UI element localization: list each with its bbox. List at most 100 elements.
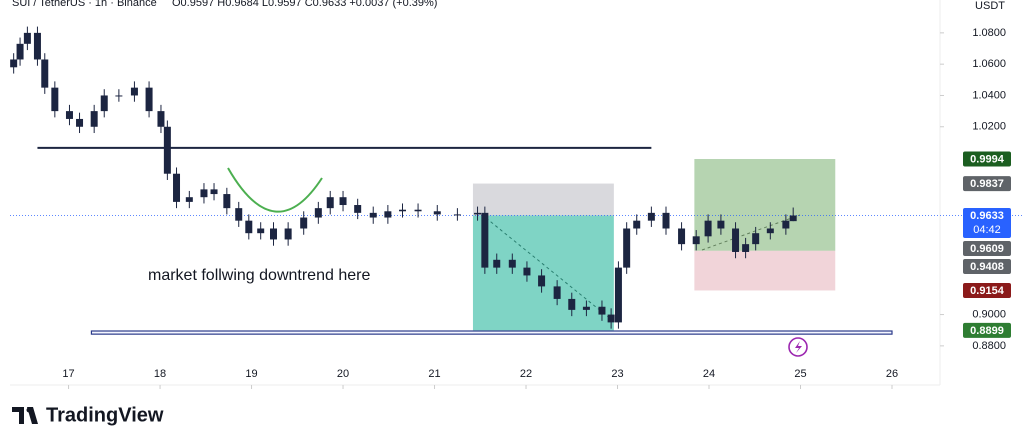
candle-body (354, 205, 362, 213)
price-tag-label: 0.8899 (970, 325, 1004, 337)
candle-body (453, 214, 461, 216)
candle-body (493, 259, 501, 268)
price-tag (963, 259, 1011, 275)
candle-body (326, 197, 334, 209)
y-tick-label: 1.0800 (972, 27, 1006, 39)
candle-body (90, 111, 98, 127)
candle-body (692, 236, 700, 245)
y-tick-label: 0.9000 (972, 308, 1006, 320)
candle-body (662, 212, 670, 229)
candle-body (607, 314, 615, 323)
y-tick-label: 1.0400 (972, 89, 1006, 101)
candle-body (766, 228, 774, 234)
candle-body (210, 189, 218, 195)
candle-body (474, 212, 482, 215)
candle-body (399, 209, 407, 212)
candle-body (433, 211, 441, 215)
candle-body (508, 259, 516, 268)
x-tick-label: 18 (154, 368, 166, 380)
candle-body (742, 244, 750, 252)
candle-body (16, 43, 24, 60)
price-tag-label: 0.9408 (970, 261, 1004, 273)
y-tick-label: 0.8800 (972, 340, 1006, 352)
ohlc: O0.9597 H0.9684 L0.9597 C0.9633 +0.0037 … (172, 0, 437, 9)
price-tag-label: 0.9994 (970, 153, 1005, 165)
candle-body (732, 228, 740, 252)
curve-drawing (227, 167, 323, 213)
candle-body (23, 32, 31, 44)
candle-body (173, 173, 181, 202)
alert-icon[interactable] (788, 337, 808, 357)
logo-mark (26, 407, 32, 413)
y-tick-label: 1.0600 (972, 58, 1006, 70)
price-tag (963, 322, 1011, 338)
price-tag (963, 176, 1011, 192)
price-tag (963, 151, 1011, 167)
candle-body (185, 197, 193, 202)
candle-body (145, 87, 153, 112)
candle-body (553, 286, 561, 299)
x-tick-label: 25 (794, 368, 806, 380)
candle-body (100, 95, 108, 112)
brand: TradingView (46, 404, 164, 426)
candle-body (130, 87, 138, 96)
risk-zone (472, 183, 614, 216)
candle-body (598, 306, 606, 315)
candle-body (314, 208, 322, 218)
candle-body (633, 220, 641, 229)
candle-body (623, 228, 631, 268)
price-tag-label: 0.9154 (970, 285, 1005, 297)
candle-body (51, 87, 59, 112)
candle-body (582, 306, 590, 310)
candle-body (245, 220, 253, 234)
symbol: SUI / TetherUS · 1h · Binance (12, 0, 157, 9)
candle-body (41, 59, 49, 88)
price-tag-label: 0.9609 (970, 243, 1004, 255)
candle-body (157, 111, 165, 127)
price-tag (963, 241, 1011, 257)
logo (12, 407, 38, 424)
plot (10, 26, 1024, 335)
x-tick-label: 17 (62, 368, 74, 380)
countdown: 04:42 (973, 224, 1001, 236)
price-tag (963, 208, 1011, 239)
candle-body (614, 267, 622, 323)
candle-body (678, 228, 686, 245)
x-tick-label: 20 (337, 368, 349, 380)
candle-body (704, 220, 712, 237)
reward-zone (472, 215, 614, 331)
x-tick-label: 26 (886, 368, 898, 380)
candle-body (384, 211, 392, 218)
candle-body (235, 208, 243, 221)
annotation: market follwing downtrend here (148, 267, 370, 284)
risk-zone (694, 250, 836, 291)
candle-body (257, 228, 265, 234)
candle-body (33, 32, 41, 60)
reward-zone (694, 159, 836, 251)
x-tick-label: 23 (611, 368, 623, 380)
candle-body (200, 189, 208, 198)
price-tag-label: 0.9633 (970, 210, 1004, 222)
candle-body (782, 220, 790, 229)
candle-body (115, 95, 123, 97)
price-tag-label: 0.9837 (970, 178, 1004, 190)
x-tick-label: 24 (703, 368, 715, 380)
currency: USDT (975, 0, 1005, 12)
candle-body (481, 212, 489, 268)
candle-body (647, 212, 655, 221)
candle-body (270, 228, 278, 240)
candle-body (523, 267, 531, 276)
candle-body (300, 217, 308, 229)
candle-body (339, 197, 347, 206)
y-tick-label: 1.0200 (972, 121, 1006, 133)
candle-body (789, 215, 797, 222)
candle-body (65, 111, 73, 119)
candle-body (223, 194, 231, 209)
candle-body (717, 220, 725, 229)
x-tick-label: 22 (520, 368, 532, 380)
x-tick-label: 21 (428, 368, 440, 380)
candle-body (538, 275, 546, 287)
candle-body (568, 298, 576, 310)
price-tag (963, 282, 1011, 298)
